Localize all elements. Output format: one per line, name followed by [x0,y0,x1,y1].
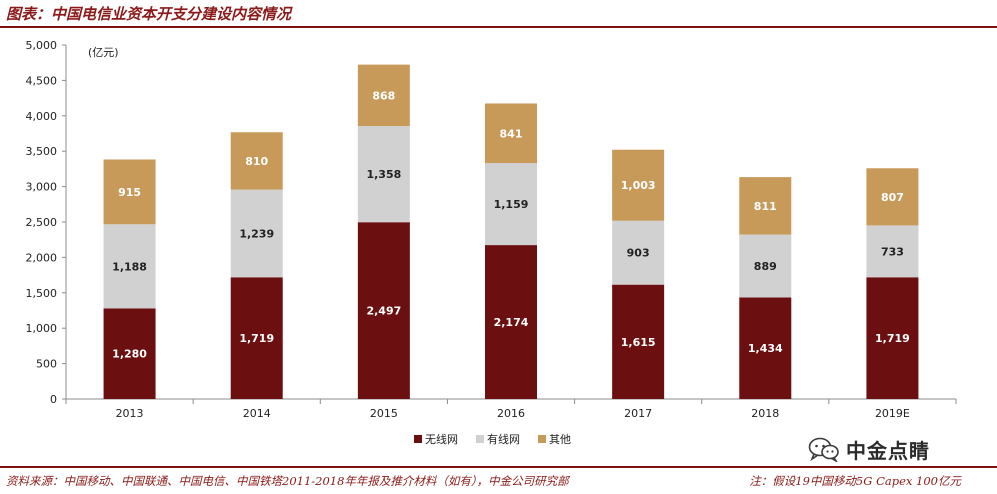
x-tick-label: 2015 [370,407,398,420]
bar-segment [230,132,283,190]
data-label: 915 [118,186,141,199]
bar-segment [612,149,665,221]
chart-title: 图表：中国电信业资本开支分建设内容情况 [6,5,292,23]
bar-segment [866,225,919,278]
data-label: 841 [500,127,523,140]
data-label: 1,434 [748,342,783,355]
bar-segment [866,277,919,399]
bar-segment [357,222,410,399]
data-label: 903 [627,247,650,260]
data-label: 1,159 [494,198,529,211]
stacked-bar-chart: 0 500 1,000 1,500 2,000 2,500 3,000 3,500 4,000 4… [26,39,957,446]
bar-segment [485,163,537,246]
source-note: 资料来源：中国移动、中国联通、中国电信、中国铁塔2011-2018年年报及推介材… [6,474,569,488]
wechat-bubbles-icon [808,437,839,462]
y-tick-label: 4,500 [26,74,58,87]
bar-segment [485,103,537,164]
bar-segment [739,297,792,399]
bar-segment [866,168,919,226]
data-label: 1,719 [239,332,274,345]
data-label: 2,174 [494,316,529,329]
bar-segment [739,177,792,235]
x-tick-label: 2013 [116,407,144,420]
y-tick-label: 2,500 [26,216,58,229]
legend-swatch [476,435,484,443]
y-tick-label: 3,500 [26,145,58,158]
bar-segment [103,308,156,399]
title-bar: 图表：中国电信业资本开支分建设内容情况 [0,0,997,28]
data-label: 1,719 [875,332,910,345]
legend-label: 有线网 [487,432,520,446]
bar-segment [230,277,283,399]
bar-segment [230,189,283,278]
data-label: 1,239 [239,227,274,240]
x-tick-label: 2018 [751,407,779,420]
y-tick-label: 4,000 [26,110,58,123]
x-tick-label: 2016 [497,407,525,420]
data-label: 868 [372,89,395,102]
y-tick-label: 0 [50,393,57,406]
watermark-text: 中金点睛 [846,438,930,463]
data-label: 1,003 [621,179,656,192]
assumption-note: 注：假设19中国移动5G Capex 100亿元 [749,474,961,488]
y-tick-label: 1,000 [26,322,58,335]
y-tick-label: 1,500 [26,287,58,300]
y-tick-label: 500 [36,358,57,371]
data-label: 1,280 [112,348,147,361]
bar-segment [485,245,537,399]
footer-bar: 资料来源：中国移动、中国联通、中国电信、中国铁塔2011-2018年年报及推介材… [0,466,997,494]
unit-label: (亿元) [88,46,119,59]
bar-segment [357,64,410,127]
data-label: 1,358 [366,168,401,181]
bar-segment [739,234,792,298]
bar-segment [103,224,156,309]
legend-label: 其他 [549,433,571,446]
watermark: 中金点睛 [808,434,930,464]
data-label: 889 [754,260,777,273]
x-tick-label: 2019E [875,407,910,420]
bar-segment [357,126,410,223]
y-tick-label: 2,000 [26,251,58,264]
legend-swatch [538,435,546,443]
legend-label: 无线网 [425,432,458,446]
data-label: 807 [881,191,904,204]
data-label: 733 [881,245,904,258]
bar-segment [612,220,665,285]
bar-segment [612,284,665,399]
x-tick-label: 2017 [624,407,652,420]
bar-segment [103,159,156,225]
y-tick-label: 5,000 [26,39,58,52]
data-label: 1,188 [112,260,147,273]
data-label: 1,615 [621,336,656,349]
y-tick-label: 3,000 [26,181,58,194]
data-label: 2,497 [366,305,401,318]
data-label: 811 [754,200,777,213]
x-tick-label: 2014 [243,407,271,420]
data-label: 810 [245,155,268,168]
legend-swatch [414,435,422,443]
